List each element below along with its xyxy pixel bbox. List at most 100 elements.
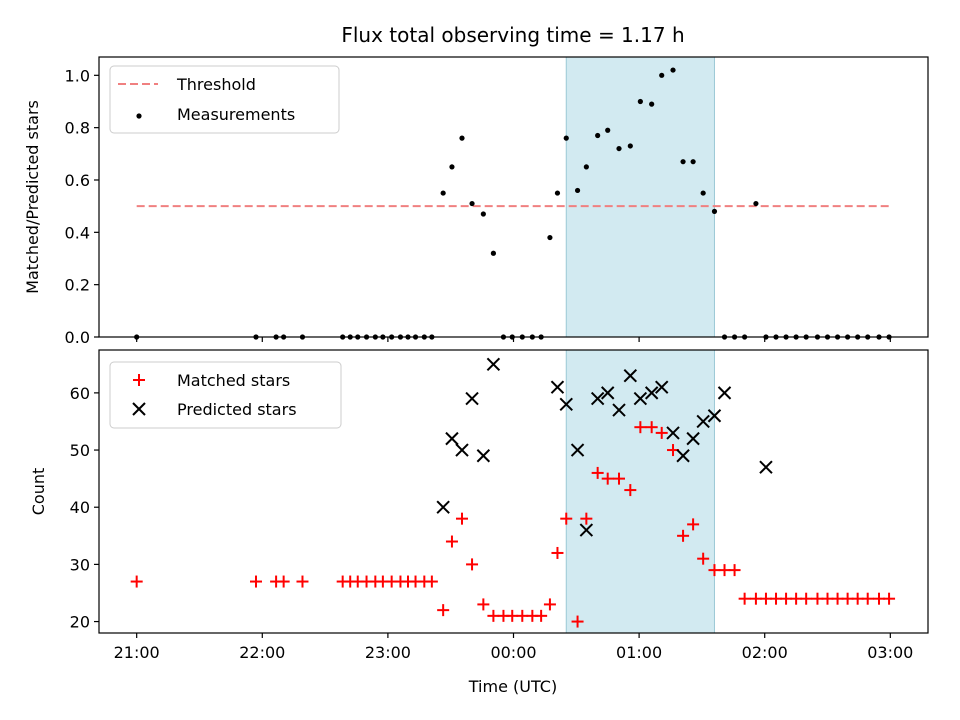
measurement-point <box>616 145 622 152</box>
predicted-star-point <box>570 443 585 457</box>
predicted-star-point <box>707 409 722 423</box>
measurement-point <box>700 190 706 196</box>
measurement-point <box>469 200 475 207</box>
measurement-point <box>690 159 696 165</box>
measurement-point <box>440 190 446 196</box>
matched-points <box>130 421 896 628</box>
matched-star-point <box>738 592 751 605</box>
y-tick-label: 1.0 <box>65 66 90 85</box>
measurement-point <box>595 132 601 139</box>
matched-star-point <box>516 609 529 622</box>
matched-star-point <box>277 575 290 588</box>
matched-star-point <box>861 592 874 605</box>
predicted-star-point <box>696 414 710 429</box>
matched-star-point <box>560 512 573 525</box>
matched-star-point <box>759 592 772 605</box>
y-tick-label: 30 <box>70 555 90 574</box>
predicted-star-point <box>644 386 659 400</box>
predicted-star-point <box>633 391 648 406</box>
x-tick-label: 23:00 <box>365 643 411 662</box>
matched-star-point <box>250 575 263 588</box>
measurement-point <box>680 159 686 165</box>
measurement-point <box>670 67 676 73</box>
measurement-point <box>649 101 655 107</box>
matched-star-point <box>130 575 143 588</box>
matched-star-point <box>728 564 741 577</box>
matched-star-point <box>770 592 783 605</box>
bottom-y-ticks: 20 30 40 50 60 <box>70 384 99 632</box>
matched-star-point <box>811 592 824 605</box>
legend-measurements-icon <box>136 113 142 119</box>
y-tick-label: 0.4 <box>65 223 90 242</box>
predicted-star-point <box>476 449 491 463</box>
measurement-point <box>449 164 455 170</box>
predicted-star-point <box>717 386 732 400</box>
predicted-star-point <box>465 391 479 406</box>
measurement-point <box>583 164 589 170</box>
x-tick-label: 00:00 <box>490 643 536 662</box>
matched-star-point <box>645 421 658 434</box>
matched-star-point <box>425 575 438 588</box>
matched-star-point <box>790 592 803 605</box>
predicted-star-point <box>550 380 565 394</box>
top-y-ticks: 0.0 0.2 0.4 0.6 0.8 1.0 <box>65 66 99 347</box>
predicted-star-point <box>445 431 459 446</box>
top-legend-box <box>109 65 340 134</box>
top-x-ticks <box>136 337 891 342</box>
matched-star-point <box>551 546 564 559</box>
measurement-point <box>490 250 497 256</box>
y-tick-label: 0.6 <box>65 171 90 190</box>
matched-star-point <box>296 575 309 588</box>
matched-star-point <box>655 426 668 439</box>
x-tick-label: 03:00 <box>867 643 913 662</box>
predicted-star-point <box>759 460 773 474</box>
matched-star-point <box>535 609 548 622</box>
measurement-point <box>547 234 553 241</box>
legend-predicted-label: Predicted stars <box>177 400 297 419</box>
y-tick-label: 50 <box>70 441 90 460</box>
measurement-point <box>480 211 486 217</box>
predicted-star-point <box>455 443 469 457</box>
matched-star-point <box>477 598 490 611</box>
matched-star-point <box>613 472 626 485</box>
legend-threshold-label: Threshold <box>176 75 256 94</box>
predicted-star-point <box>559 397 573 412</box>
predicted-star-point <box>436 500 450 514</box>
predicted-star-point <box>676 449 690 463</box>
matched-star-point <box>718 564 731 577</box>
matched-star-point <box>601 472 614 485</box>
x-tick-label: 22:00 <box>239 643 285 662</box>
measurement-point <box>637 98 643 105</box>
legend-predicted-icon <box>132 402 146 416</box>
matched-star-point <box>437 604 450 617</box>
matched-star-point <box>456 512 469 525</box>
matched-star-point <box>624 484 637 497</box>
legend-matched-label: Matched stars <box>177 371 290 390</box>
matched-star-point <box>851 592 864 605</box>
matched-star-point <box>677 529 690 542</box>
bottom-panel: 20 30 40 50 60 21:00 22:00 23:00 00:00 01:00 02:0… <box>29 349 929 696</box>
top-legend: Threshold Measurements <box>109 65 340 134</box>
chart-title: Flux total observing time = 1.17 h <box>341 23 684 47</box>
matched-star-point <box>697 552 710 565</box>
measurement-point <box>563 135 569 141</box>
bottom-x-ticks: 21:00 22:00 23:00 00:00 01:00 02:00 03:00 <box>114 633 913 662</box>
measurement-point <box>605 127 611 133</box>
matched-star-point <box>821 592 834 605</box>
measurement-point <box>627 143 633 149</box>
x-axis-label: Time (UTC) <box>468 677 557 696</box>
matched-star-point <box>780 592 793 605</box>
x-tick-label: 02:00 <box>742 643 788 662</box>
matched-star-point <box>749 592 762 605</box>
predicted-star-point <box>655 380 669 394</box>
measurement-point <box>574 187 581 194</box>
matched-star-point <box>634 421 647 434</box>
measurement-point <box>554 190 561 196</box>
predicted-star-point <box>486 357 501 372</box>
y-tick-label: 60 <box>70 384 90 403</box>
matched-star-point <box>841 592 854 605</box>
matched-star-point <box>591 466 604 479</box>
matched-star-point <box>580 512 593 525</box>
top-y-axis-label: Matched/Predicted stars <box>23 100 42 294</box>
